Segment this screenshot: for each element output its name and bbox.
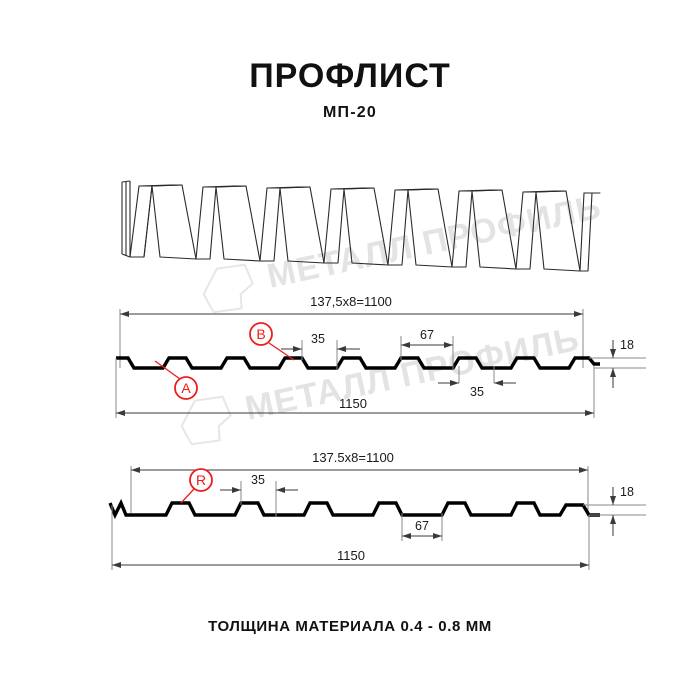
material-thickness-note: ТОЛЩИНА МАТЕРИАЛА 0.4 - 0.8 ММ	[208, 618, 492, 635]
dim-flute-width-1-label: 35	[470, 385, 484, 399]
callout-b-circle	[249, 322, 273, 346]
dim-rib-width-2: 35	[220, 473, 298, 517]
watermark-bottom: МЕТАЛЛ ПРОФИЛЬ	[180, 320, 583, 446]
callout-a-label: A	[181, 380, 191, 396]
callout-r[interactable]: R	[180, 468, 213, 504]
dim-overall-bottom-1-label: 1150	[339, 396, 367, 411]
callout-r-circle	[189, 468, 213, 492]
dim-overall-top-1: 137,5x8=1100	[119, 294, 584, 368]
dim-height-1: 18	[589, 338, 646, 388]
callout-a-circle	[174, 376, 198, 400]
dim-height-2: 18	[583, 485, 646, 536]
dim-rib-width-1-label: 35	[311, 332, 325, 346]
cross-section-top: 137,5x8=1100 35	[115, 294, 646, 418]
watermark-text: МЕТАЛЛ ПРОФИЛЬ	[264, 188, 605, 296]
dim-rib-width-1: 35	[281, 332, 360, 370]
watermark-text: МЕТАЛЛ ПРОФИЛЬ	[242, 320, 583, 428]
corrugated-sheet-3d	[121, 180, 601, 272]
dim-valley-width-2: 67	[401, 513, 443, 541]
dim-height-1-label: 18	[620, 338, 634, 352]
callout-r-label: R	[196, 472, 206, 488]
dim-valley-width-1-label: 67	[420, 328, 434, 342]
dim-overall-bottom-1: 1150	[115, 358, 595, 418]
dim-overall-bottom-2: 1150	[111, 505, 590, 570]
dim-overall-top-2-label: 137.5x8=1100	[312, 450, 394, 465]
dim-rib-width-2-label: 35	[251, 473, 265, 487]
page-title: ПРОФЛИСТ	[249, 57, 451, 95]
page-subtitle: МП-20	[323, 104, 377, 121]
cross-section-bottom: 137.5x8=1100 35	[108, 450, 646, 570]
dim-flute-width-1: 35	[438, 366, 516, 399]
profile-shape-2	[108, 498, 600, 520]
dim-overall-bottom-2-label: 1150	[337, 548, 365, 563]
dim-height-2-label: 18	[620, 485, 634, 499]
callout-b-label: B	[256, 326, 265, 342]
profile-shape-1	[116, 356, 600, 370]
dim-valley-width-2-label: 67	[415, 519, 429, 533]
dim-overall-top-1-label: 137,5x8=1100	[310, 294, 392, 309]
callout-b[interactable]: B	[249, 322, 295, 361]
dim-valley-width-1: 67	[400, 328, 454, 370]
callout-a[interactable]: A	[154, 360, 198, 400]
